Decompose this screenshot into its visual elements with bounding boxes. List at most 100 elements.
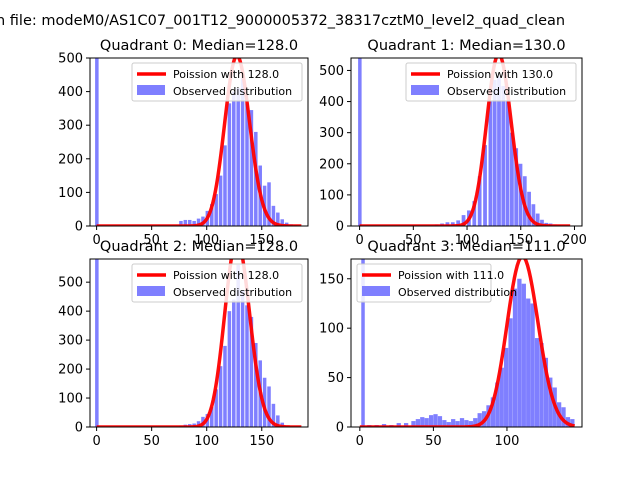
- histogram-spike-bar: [95, 259, 99, 427]
- histogram-bar: [210, 204, 214, 226]
- y-tick-label: 200: [58, 152, 83, 167]
- x-tick-label: 100: [194, 233, 219, 248]
- poisson-curve: [95, 58, 303, 226]
- x-tick-label: 0: [356, 434, 364, 449]
- y-tick-label: 200: [319, 157, 344, 172]
- histogram-bar: [468, 421, 473, 427]
- histogram-bar: [543, 357, 549, 427]
- histogram-bar: [276, 415, 280, 427]
- histogram-bar: [262, 377, 267, 427]
- histogram-bar: [508, 318, 513, 427]
- histogram-bar: [548, 377, 553, 427]
- legend-label-poisson: Poission with 130.0: [447, 68, 553, 81]
- y-tick-label: 50: [327, 371, 344, 386]
- histogram-bar: [499, 367, 504, 427]
- legend-label-poisson: Poission with 111.0: [398, 269, 504, 282]
- histogram-bar: [455, 421, 460, 427]
- histogram-bar: [451, 419, 456, 427]
- histogram-bar: [271, 205, 276, 226]
- histogram-bar: [521, 283, 526, 427]
- legend-box: [131, 263, 303, 303]
- histogram-bar: [396, 423, 401, 427]
- histogram-bar: [488, 101, 493, 226]
- axes-frame: [89, 258, 309, 428]
- y-tick-label: 300: [58, 119, 83, 134]
- histogram-bar: [267, 386, 271, 427]
- x-tick-label: 150: [508, 233, 533, 248]
- histogram-bar: [240, 290, 245, 427]
- chart-title: Quadrant 2: Median=128.0: [100, 239, 298, 255]
- axes-frame: [350, 258, 583, 428]
- histogram-bar: [254, 343, 258, 427]
- histogram-bar: [249, 316, 254, 427]
- histogram-bar: [472, 201, 477, 226]
- legend-label-poisson: Poission with 128.0: [173, 269, 279, 282]
- chart-title: Quadrant 1: Median=130.0: [367, 38, 565, 54]
- histogram-bar: [214, 389, 218, 427]
- legend-label-poisson: Poission with 128.0: [173, 68, 279, 81]
- axes-frame: [350, 57, 583, 227]
- histogram-bar: [223, 145, 227, 226]
- histogram-bar: [464, 420, 469, 427]
- histogram-bar: [276, 212, 280, 226]
- histogram-bar: [232, 91, 236, 226]
- histogram-bar: [192, 220, 196, 226]
- histogram-bar: [280, 219, 284, 226]
- y-tick-label: 0: [336, 220, 344, 235]
- legend-label-observed: Observed distribution: [447, 85, 566, 98]
- histogram-bar: [232, 299, 236, 427]
- y-tick-label: 500: [319, 64, 344, 79]
- x-tick-label: 150: [249, 434, 274, 449]
- x-tick-label: 100: [455, 233, 480, 248]
- chart-data-layer: [358, 58, 571, 226]
- histogram-bar: [473, 418, 478, 427]
- histogram-bar: [240, 78, 245, 226]
- histogram-bar: [534, 338, 540, 427]
- histogram-bar: [504, 347, 509, 427]
- histogram-bar: [214, 194, 218, 226]
- figure-suptitle: n file: modeM0/AS1C07_001T12_9000005372_…: [0, 13, 565, 29]
- x-tick-label: 100: [495, 434, 520, 449]
- histogram-bar: [403, 423, 409, 427]
- x-tick-label: 50: [425, 434, 442, 449]
- histogram-bar: [456, 220, 461, 226]
- histogram-bar: [196, 421, 201, 427]
- legend-box: [131, 62, 303, 102]
- histogram-bar: [437, 416, 443, 427]
- chart-data-layer: [95, 259, 303, 427]
- y-tick-label: 100: [58, 186, 83, 201]
- histogram-bar: [530, 303, 535, 427]
- histogram-bar: [424, 418, 429, 427]
- y-tick-label: 0: [75, 421, 83, 436]
- chart-panel-2: 0 50 100 150 0 100 200 300 400 500 Quadrant 2: Med…: [58, 239, 309, 449]
- histogram-bar: [442, 420, 447, 427]
- legend-bar-swatch: [411, 85, 439, 95]
- chart-panel-3: 0 50 100 0 50 100 150 Quadrant 3: Median=111.0 P…: [319, 239, 583, 449]
- y-tick-label: 100: [319, 188, 344, 203]
- histogram-bar: [540, 219, 544, 226]
- histogram-bar: [512, 288, 518, 427]
- histogram-bar: [271, 403, 276, 427]
- chart-panel-0: 0 50 100 150 0 100 200 300 400 500 Quadrant 0: Med…: [58, 38, 309, 248]
- histogram-bar: [461, 215, 466, 226]
- histogram-bar: [490, 397, 496, 427]
- histogram-bar: [531, 204, 536, 226]
- x-tick-label: 50: [143, 434, 160, 449]
- y-tick-label: 400: [319, 95, 344, 110]
- histogram-bar: [505, 101, 510, 226]
- histogram-bar: [483, 145, 487, 226]
- chart-data-layer: [95, 58, 303, 226]
- x-tick-label: 50: [143, 233, 160, 248]
- legend-label-observed: Observed distribution: [173, 85, 292, 98]
- histogram-bar: [527, 191, 531, 226]
- y-tick-label: 0: [75, 220, 83, 235]
- histogram-bar: [227, 311, 232, 427]
- x-tick-label: 0: [92, 434, 100, 449]
- chart-title: Quadrant 0: Median=128.0: [100, 38, 298, 54]
- histogram-bar: [526, 298, 531, 427]
- histogram-bar: [218, 366, 223, 427]
- histogram-bar: [561, 407, 566, 427]
- histogram-bar: [446, 422, 451, 427]
- histogram-bar: [183, 219, 188, 226]
